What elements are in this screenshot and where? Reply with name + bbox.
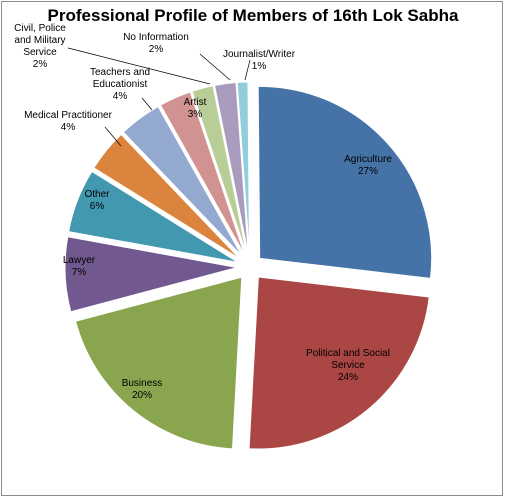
- leader-line: [244, 59, 251, 81]
- slice-label-teachers-and-educationist: Teachers and Educationist 4%: [90, 67, 150, 102]
- pie-slice-no-information: [213, 82, 249, 255]
- pie-slice-lawyer: [64, 236, 238, 313]
- pie-slice-civil-police-and-military-service: [191, 85, 248, 255]
- slice-label-agriculture: Agriculture 27%: [344, 154, 392, 177]
- slice-label-artist: Artist 3%: [184, 97, 207, 120]
- pie-slice-other: [68, 170, 239, 263]
- slice-label-business: Business 20%: [122, 378, 163, 401]
- slice-label-medical-practitioner: Medical Practitioner 4%: [24, 110, 112, 133]
- slice-label-no-information: No Information 2%: [123, 32, 189, 55]
- slice-label-other: Other 6%: [84, 189, 110, 212]
- pie-slice-journalist-writer: [236, 81, 250, 255]
- pie-slice-business: [74, 276, 243, 450]
- slice-label-lawyer: Lawyer 7%: [63, 255, 96, 278]
- chart-title: Professional Profile of Members of 16th …: [47, 6, 459, 25]
- leader-line: [199, 53, 231, 81]
- pie-slice-political-and-social-service: [248, 276, 430, 450]
- pie-slice-agriculture: [257, 85, 433, 279]
- slice-label-political-and-social-service: Political and Social Service 24%: [306, 348, 390, 383]
- slice-label-journalist-writer: Journalist/Writer 1%: [223, 49, 296, 72]
- slice-label-civil-police-and-military-service: Civil, Police and Military Service 2%: [14, 23, 66, 70]
- pie-slice-teachers-and-educationist: [122, 105, 243, 257]
- pie-slice-artist: [159, 91, 246, 256]
- leader-line: [104, 126, 122, 147]
- leader-line: [141, 97, 153, 111]
- leader-line: [67, 47, 211, 85]
- pie-slice-medical-practitioner: [93, 133, 241, 260]
